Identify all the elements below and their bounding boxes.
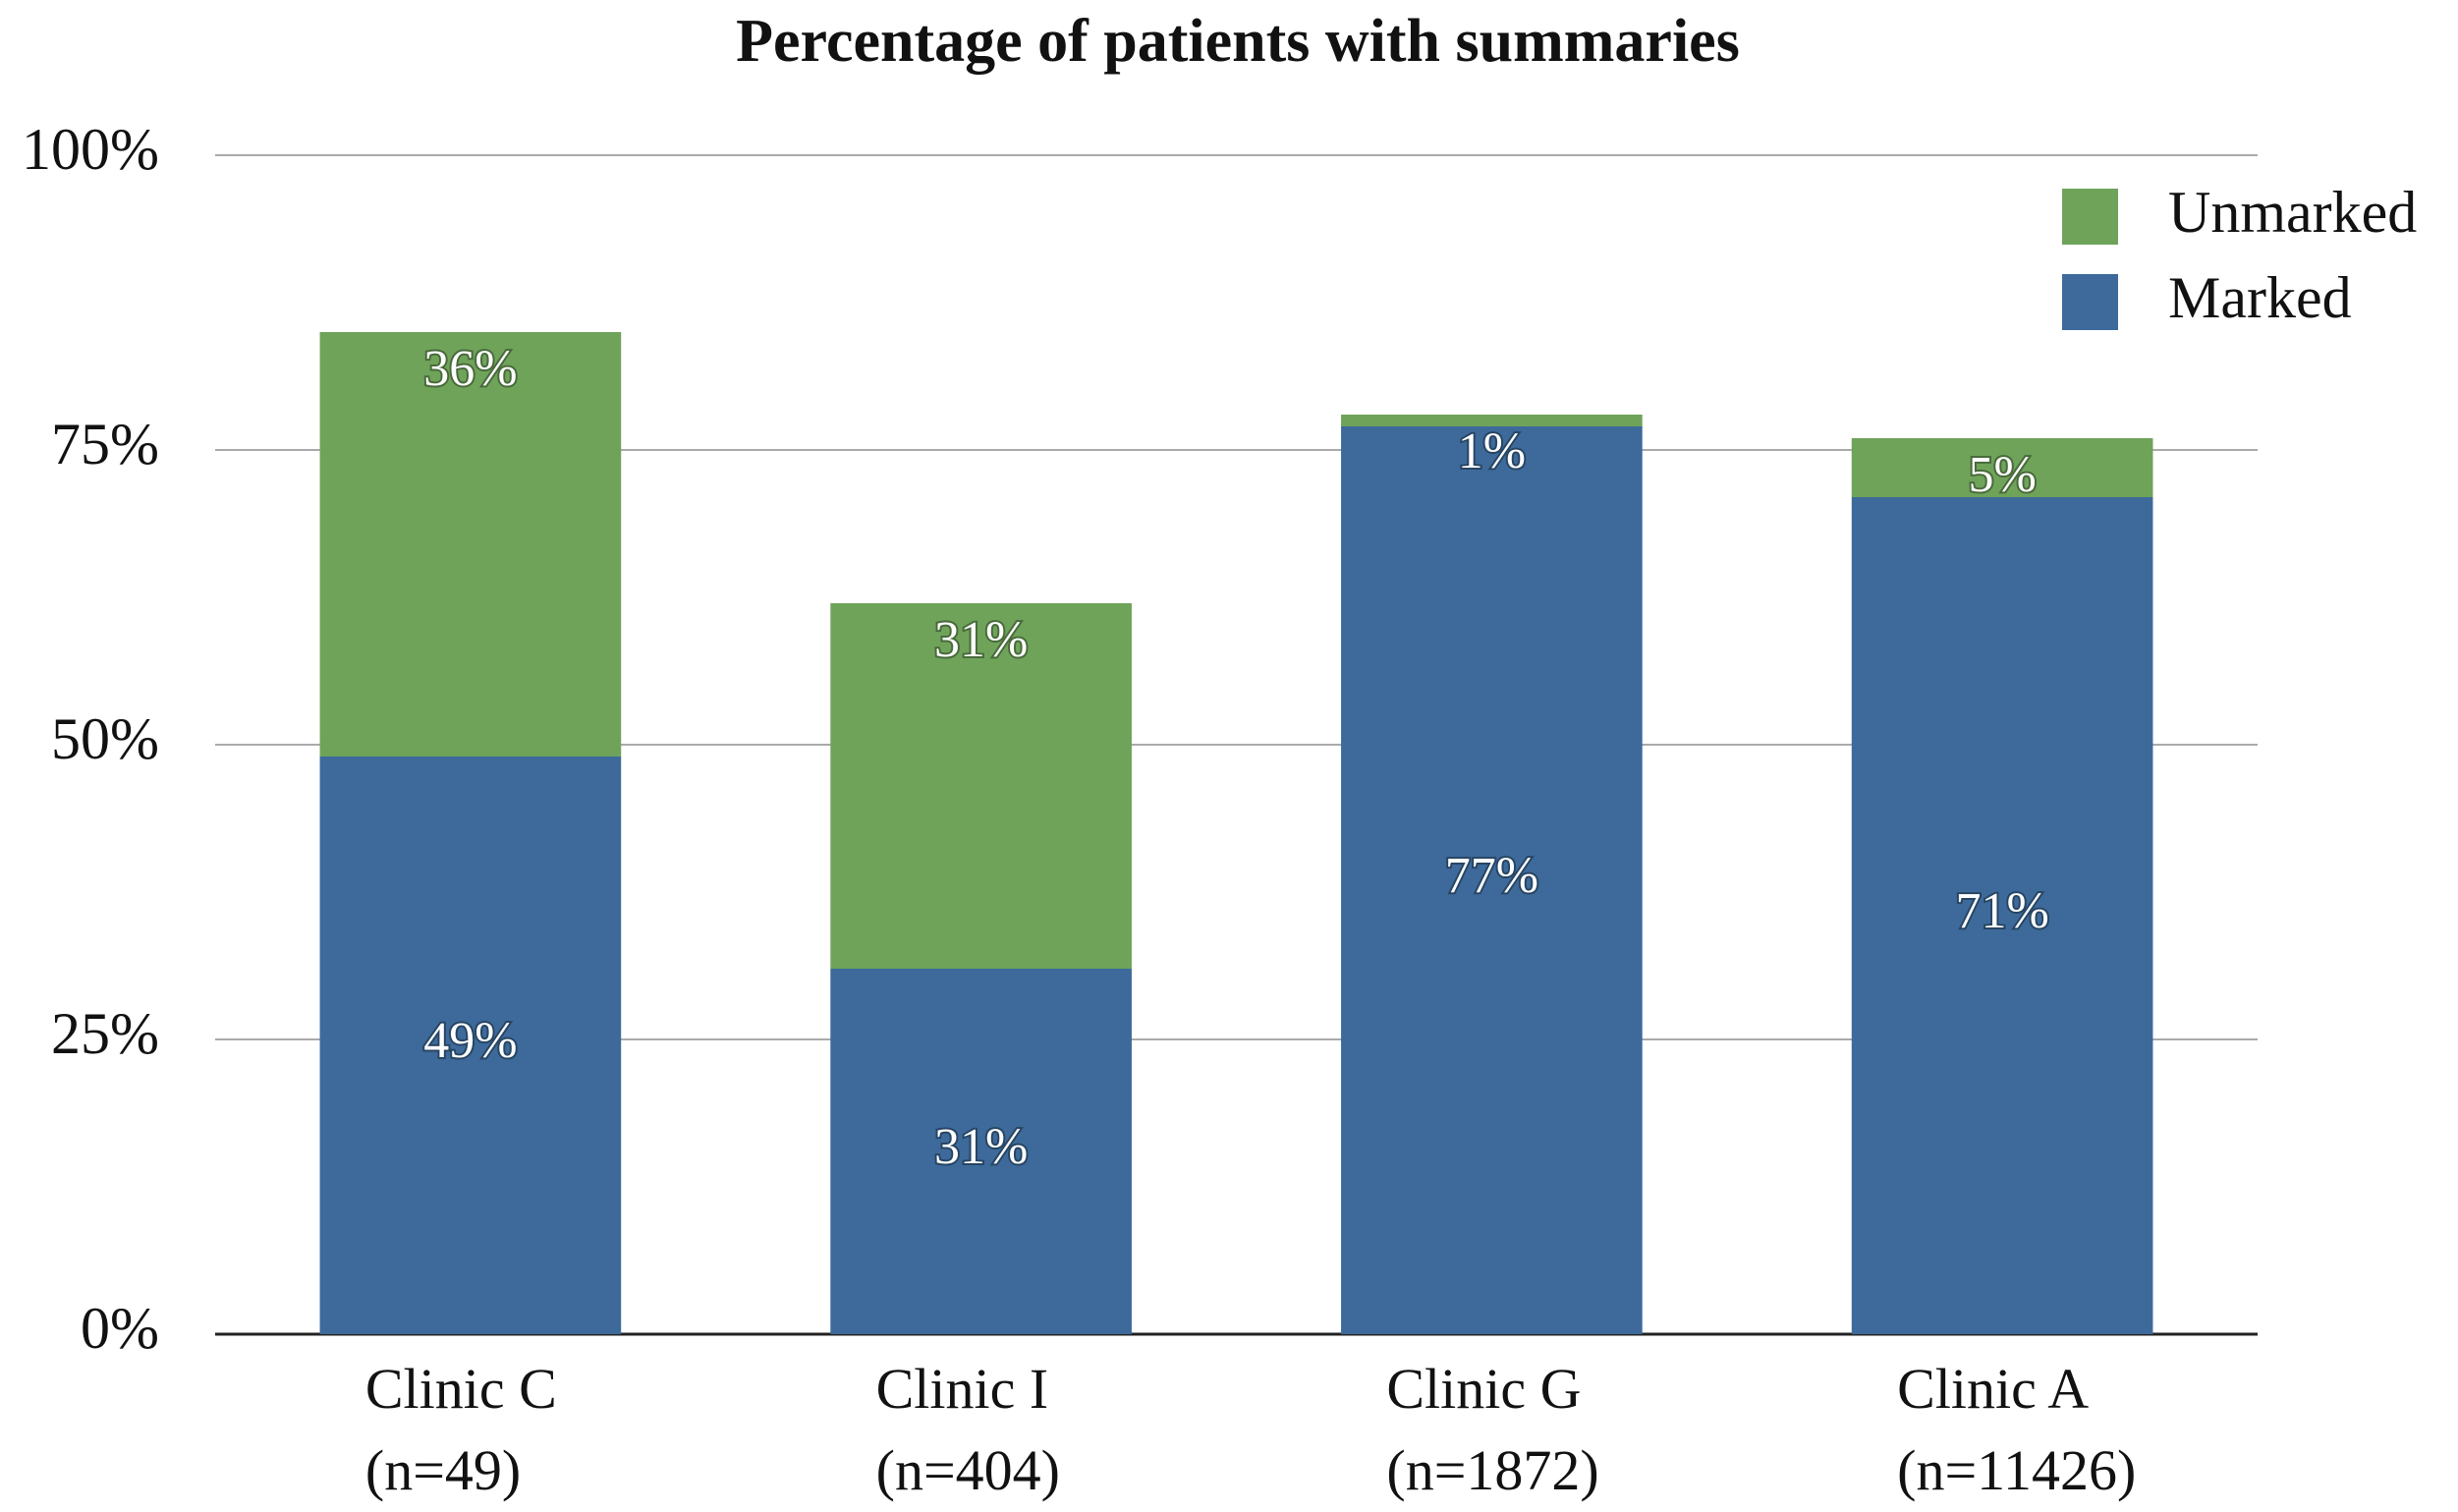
x-tick-line: Clinic G bbox=[1386, 1357, 1581, 1421]
value-label: 49% bbox=[423, 1013, 517, 1069]
bar-segment bbox=[319, 756, 622, 1334]
bar-segment bbox=[830, 603, 1132, 969]
value-label: 31% bbox=[934, 1119, 1028, 1175]
legend-swatch bbox=[2062, 189, 2118, 245]
x-tick-line: (n=11426) bbox=[1897, 1438, 2136, 1502]
legend-label: Marked bbox=[2168, 265, 2352, 330]
y-tick-label: 25% bbox=[51, 1001, 159, 1066]
y-tick-label: 100% bbox=[22, 117, 159, 182]
legend-swatch bbox=[2062, 274, 2118, 330]
y-tick-label: 75% bbox=[51, 412, 159, 476]
x-tick-label: Clinic G (n=1872) bbox=[1386, 1357, 1598, 1502]
bar-segment bbox=[1341, 426, 1643, 1334]
x-tick-label: Clinic C (n=49) bbox=[365, 1357, 557, 1502]
value-label: 77% bbox=[1445, 848, 1538, 904]
value-label: 5% bbox=[1968, 447, 2036, 503]
bar-segment bbox=[1851, 438, 2153, 497]
bar-segment bbox=[1341, 415, 1643, 426]
value-label: 1% bbox=[1458, 423, 1526, 479]
value-label: 71% bbox=[1955, 883, 2048, 939]
x-tick-label: Clinic A (n=11426) bbox=[1897, 1357, 2136, 1502]
x-tick-line: Clinic I bbox=[876, 1357, 1049, 1421]
x-tick-line: (n=1872) bbox=[1386, 1438, 1598, 1502]
x-tick-line: Clinic C bbox=[365, 1357, 557, 1421]
bar-segment bbox=[319, 332, 622, 756]
x-tick-label: Clinic I (n=404) bbox=[876, 1357, 1060, 1502]
x-tick-line: Clinic A bbox=[1897, 1357, 2089, 1421]
legend-label: Unmarked bbox=[2168, 180, 2417, 245]
value-label: 31% bbox=[934, 612, 1028, 668]
value-label: 36% bbox=[423, 341, 517, 397]
y-tick-label: 0% bbox=[81, 1296, 159, 1361]
bar-segment bbox=[1851, 497, 2153, 1334]
x-tick-line: (n=404) bbox=[876, 1438, 1060, 1502]
x-tick-line: (n=49) bbox=[365, 1438, 521, 1502]
bar-segment bbox=[830, 969, 1132, 1334]
chart-title: Percentage of patients with summaries bbox=[736, 8, 1740, 75]
y-tick-label: 50% bbox=[51, 706, 159, 771]
